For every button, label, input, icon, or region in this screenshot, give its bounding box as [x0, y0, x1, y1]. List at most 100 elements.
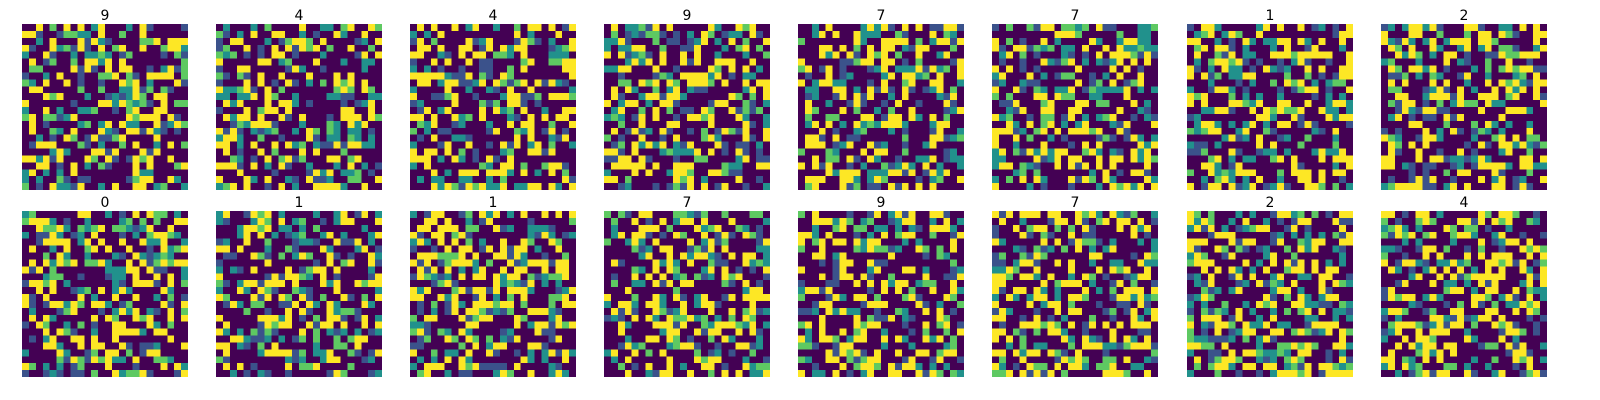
- heatmap-cell: [147, 162, 154, 169]
- heatmap-cell: [306, 169, 313, 176]
- heatmap-cell: [153, 169, 160, 176]
- heatmap-cell: [64, 308, 71, 315]
- heatmap-cell: [1027, 45, 1034, 52]
- heatmap-cell: [923, 59, 930, 66]
- heatmap-cell: [465, 135, 472, 142]
- heatmap-cell: [91, 31, 98, 38]
- heatmap-cell: [1339, 128, 1346, 135]
- heatmap-cell: [632, 86, 639, 93]
- heatmap-cell: [465, 100, 472, 107]
- heatmap-cell: [680, 72, 687, 79]
- heatmap-cell: [881, 38, 888, 45]
- heatmap-cell: [701, 155, 708, 162]
- heatmap-cell: [500, 176, 507, 183]
- heatmap-cell: [22, 93, 29, 100]
- heatmap-cell: [867, 107, 874, 114]
- heatmap-cell: [167, 183, 174, 190]
- heatmap-cell: [1485, 93, 1492, 100]
- heatmap-cell: [798, 100, 805, 107]
- heatmap-cell: [1409, 176, 1416, 183]
- heatmap-cell: [91, 128, 98, 135]
- heatmap-cell: [1436, 45, 1443, 52]
- heatmap-cell: [666, 128, 673, 135]
- heatmap-cell: [77, 72, 84, 79]
- heatmap-cell: [160, 114, 167, 121]
- heatmap-cell: [507, 176, 514, 183]
- heatmap-cell: [306, 86, 313, 93]
- heatmap-cell: [57, 301, 64, 308]
- heatmap-cell: [1201, 114, 1208, 121]
- heatmap-cell: [521, 135, 528, 142]
- heatmap-cell: [1478, 31, 1485, 38]
- heatmap-cell: [812, 128, 819, 135]
- heatmap-cell: [604, 155, 611, 162]
- heatmap-cell: [153, 59, 160, 66]
- heatmap-cell: [98, 308, 105, 315]
- heatmap-cell: [833, 155, 840, 162]
- heatmap-cell: [230, 52, 237, 59]
- heatmap-cell: [105, 287, 112, 294]
- heatmap-cell: [1512, 142, 1519, 149]
- heatmap-cell: [1284, 72, 1291, 79]
- heatmap-cell: [652, 149, 659, 156]
- heatmap-cell: [320, 176, 327, 183]
- heatmap-cell: [493, 162, 500, 169]
- heatmap-cell: [1457, 142, 1464, 149]
- heatmap-cell: [666, 86, 673, 93]
- heatmap-cell: [680, 45, 687, 52]
- heatmap-cell: [812, 155, 819, 162]
- heatmap-cell: [126, 287, 133, 294]
- heatmap-cell: [140, 142, 147, 149]
- heatmap-cell: [50, 294, 57, 301]
- heatmap-cell: [278, 45, 285, 52]
- heatmap-cell: [1464, 79, 1471, 86]
- heatmap-cell: [819, 114, 826, 121]
- heatmap-cell: [1492, 45, 1499, 52]
- heatmap-cell: [1540, 121, 1547, 128]
- heatmap-cell: [1395, 128, 1402, 135]
- heatmap-cell: [1270, 100, 1277, 107]
- heatmap-cell: [22, 86, 29, 93]
- heatmap-cell: [368, 128, 375, 135]
- heatmap-cell: [133, 31, 140, 38]
- heatmap-cell: [1082, 169, 1089, 176]
- heatmap-cell: [445, 142, 452, 149]
- heatmap-cell: [334, 100, 341, 107]
- heatmap-cell: [514, 45, 521, 52]
- heatmap-cell: [936, 59, 943, 66]
- heatmap-cell: [1075, 86, 1082, 93]
- heatmap-cell: [1416, 121, 1423, 128]
- heatmap-cell: [1242, 169, 1249, 176]
- heatmap-cell: [313, 183, 320, 190]
- heatmap-cell: [1103, 31, 1110, 38]
- heatmap-cell: [1103, 52, 1110, 59]
- heatmap-cell: [722, 155, 729, 162]
- heatmap-cell: [687, 38, 694, 45]
- heatmap-cell: [1381, 66, 1388, 73]
- heatmap-cell: [126, 183, 133, 190]
- heatmap-cell: [1318, 52, 1325, 59]
- heatmap-cell: [174, 142, 181, 149]
- heatmap-cell: [1277, 72, 1284, 79]
- heatmap-cell: [500, 52, 507, 59]
- heatmap-cell: [500, 66, 507, 73]
- heatmap-cell: [1130, 135, 1137, 142]
- heatmap-cell: [1054, 52, 1061, 59]
- heatmap-cell: [1242, 114, 1249, 121]
- heatmap-cell: [1068, 149, 1075, 156]
- heatmap-cell: [562, 79, 569, 86]
- heatmap-cell: [514, 162, 521, 169]
- heatmap-cell: [555, 45, 562, 52]
- heatmap-cell: [1144, 176, 1151, 183]
- heatmap-cell: [140, 162, 147, 169]
- heatmap-cell: [1533, 107, 1540, 114]
- heatmap-cell: [826, 128, 833, 135]
- digit-panel: 9: [604, 8, 770, 190]
- heatmap-cell: [749, 183, 756, 190]
- heatmap-cell: [708, 176, 715, 183]
- heatmap-cell: [833, 79, 840, 86]
- heatmap-cell: [943, 52, 950, 59]
- heatmap-cell: [1499, 107, 1506, 114]
- heatmap-cell: [1013, 176, 1020, 183]
- heatmap-cell: [91, 149, 98, 156]
